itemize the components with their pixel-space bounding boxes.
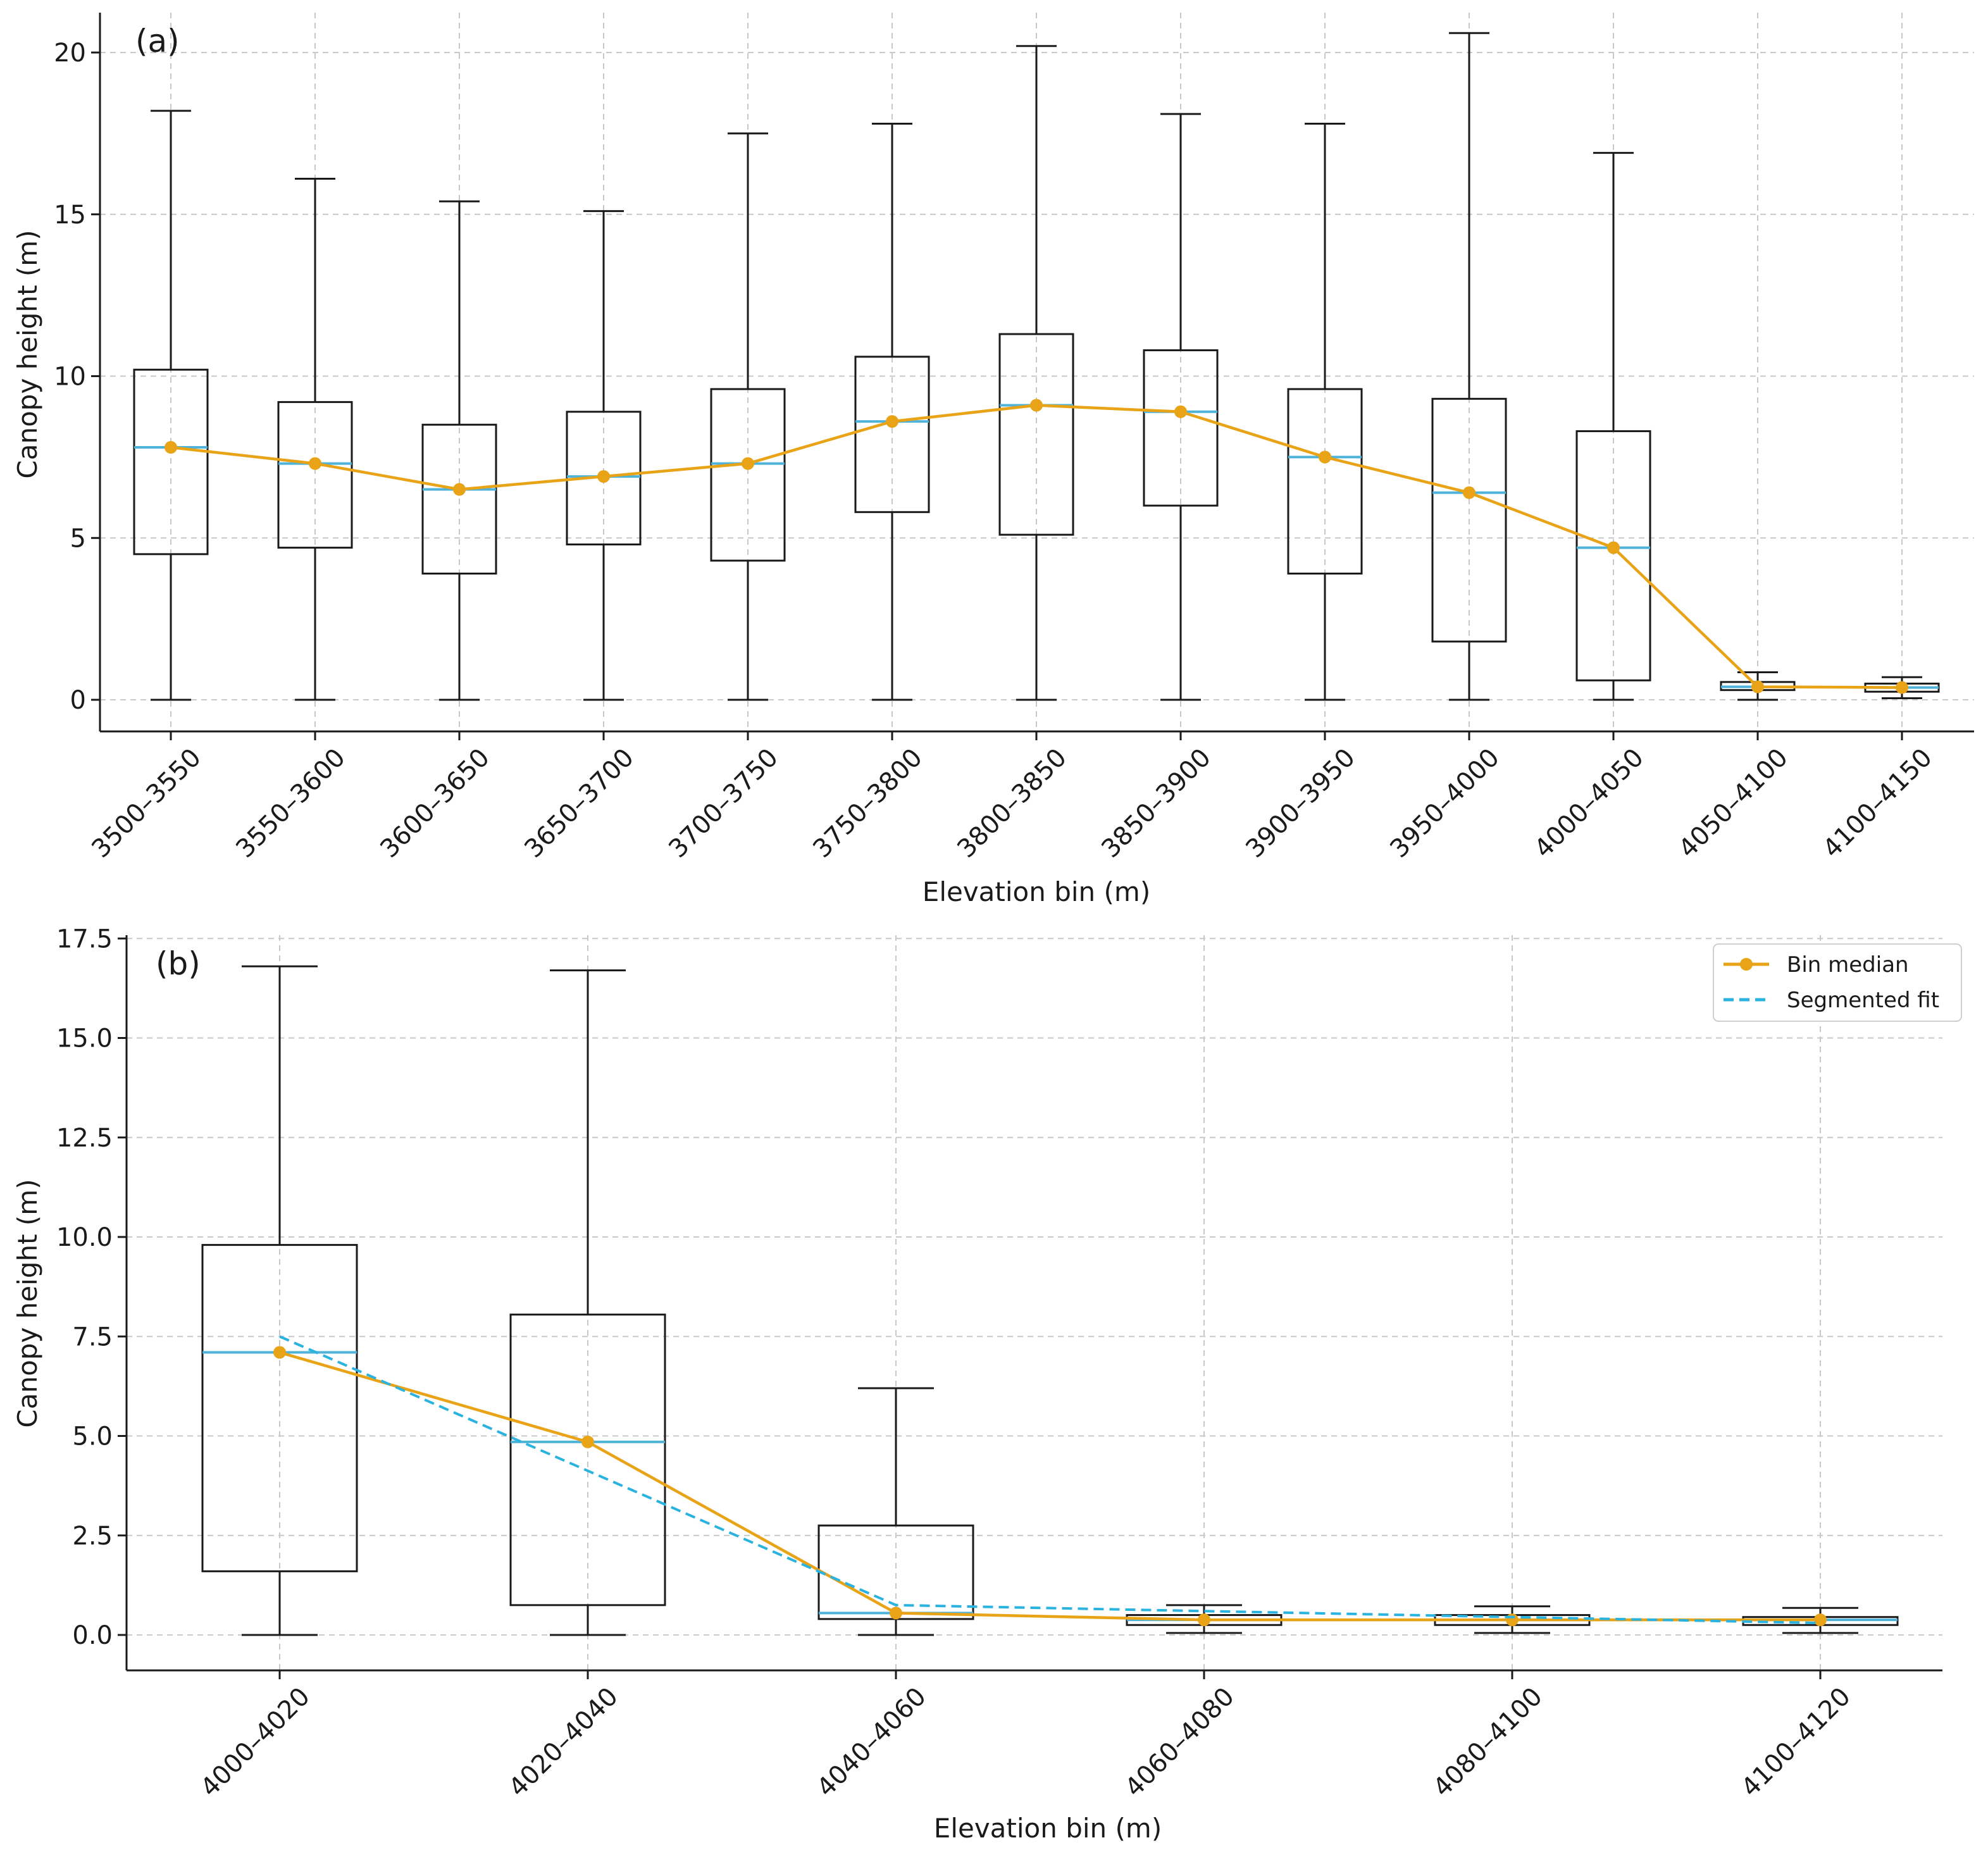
panel-b-label: (b) [156, 945, 201, 982]
panel-b-x-ticks: 4000–4020 4020–4040 4040–4060 4060–4080 4080… [195, 1670, 1856, 1803]
iqr-box [1431, 397, 1507, 643]
panel-b-y-ticks: 0.0 2.5 5.0 7.5 10.0 12.5 15.0 17.5 [56, 924, 127, 1650]
bin-median-point [1463, 486, 1475, 499]
bin-median-point [1198, 1613, 1210, 1627]
box-1 [201, 965, 358, 1636]
bin-median-point [890, 1606, 902, 1620]
x-tick-label: 3550–3600 [230, 743, 351, 864]
bin-median-point [597, 470, 610, 483]
bin-median-point [1174, 405, 1187, 418]
box-6 [854, 123, 930, 701]
box-2 [277, 177, 353, 701]
x-tick-label: 3500–3550 [86, 743, 207, 864]
y-tick-label: 10.0 [56, 1223, 113, 1252]
y-tick-label: 0.0 [72, 1621, 113, 1650]
x-tick-label: 4050–4100 [1673, 743, 1794, 864]
x-tick-label: 4000–4050 [1529, 743, 1649, 864]
iqr-box [421, 423, 497, 575]
box-7 [998, 45, 1074, 701]
iqr-box [201, 1244, 358, 1572]
iqr-box [1143, 349, 1219, 507]
x-tick-label: 4100–4120 [1736, 1682, 1856, 1803]
bin-median-point [1319, 450, 1331, 464]
x-tick-label: 3750–3800 [807, 743, 928, 864]
x-tick-label: 3700–3750 [663, 743, 784, 864]
panel-b-x-axis-label: Elevation bin (m) [934, 1813, 1162, 1844]
panel-a-boxplot: 0 5 10 15 20 3500–3550 3550–3600 3600–3650 3650… [12, 13, 1974, 907]
panel-b-legend: Bin median Segmented fit [1713, 943, 1962, 1022]
panel-a-x-axis-label: Elevation bin (m) [923, 876, 1150, 907]
box-5 [710, 132, 786, 701]
x-tick-label: 4080–4100 [1427, 1682, 1548, 1803]
bin-median-point [165, 441, 177, 454]
bin-median-point [453, 483, 466, 496]
bin-median-point [1751, 680, 1764, 693]
bin-median-line [279, 1351, 1820, 1622]
y-tick-label: 5.0 [72, 1422, 113, 1451]
x-tick-label: 3650–3700 [519, 743, 640, 864]
legend-median-marker [1740, 958, 1753, 971]
x-tick-label: 4100–4150 [1817, 743, 1938, 864]
iqr-box [998, 333, 1074, 536]
bin-median-point [1814, 1613, 1827, 1627]
x-tick-label: 4020–4040 [503, 1682, 624, 1803]
box-9 [1287, 123, 1363, 701]
box-11 [1575, 152, 1651, 701]
panel-b-series [273, 1335, 1827, 1627]
x-tick-label: 4060–4080 [1119, 1682, 1240, 1803]
y-tick-label: 20 [54, 39, 86, 68]
box-10 [1431, 32, 1507, 701]
segmented-fit-line [279, 1335, 1821, 1625]
panel-b-boxes [201, 965, 1899, 1636]
bin-median-point [1607, 541, 1620, 554]
bin-median-point [1506, 1613, 1519, 1627]
iqr-box [133, 368, 209, 556]
bin-median-point [581, 1435, 594, 1448]
iqr-box [1287, 388, 1363, 575]
x-tick-label: 4040–4060 [811, 1682, 932, 1803]
iqr-box [710, 388, 786, 562]
panel-a-y-ticks: 0 5 10 15 20 [54, 39, 100, 715]
y-tick-label: 10 [54, 363, 86, 392]
panel-a-median-series [165, 399, 1908, 694]
iqr-box [566, 411, 642, 545]
y-tick-label: 7.5 [72, 1322, 113, 1351]
panel-b-boxplot: 0.02.55.07.510.012.515.017.5 4000–4020 40… [12, 924, 1962, 1844]
legend-median-label: Bin median [1787, 952, 1909, 978]
bin-median-point [1896, 681, 1908, 694]
iqr-box [509, 1314, 666, 1606]
bin-median-point [273, 1346, 286, 1359]
x-tick-label: 3900–3950 [1240, 743, 1361, 864]
box-4 [566, 210, 642, 701]
x-tick-label: 4000–4020 [195, 1682, 316, 1803]
bin-median-point [886, 415, 898, 428]
legend-fit-label: Segmented fit [1787, 988, 1939, 1013]
iqr-box [1575, 430, 1651, 681]
panel-a-x-ticks: 3500–3550 3550–3600 3600–3650 3650–3700 3700… [86, 731, 1938, 864]
legend-frame [1713, 943, 1962, 1022]
y-tick-label: 5 [70, 524, 86, 553]
panel-a-y-axis-label: Canopy height (m) [12, 230, 43, 478]
y-tick-label: 2.5 [72, 1522, 113, 1551]
iqr-box [854, 356, 930, 513]
bin-median-point [1030, 399, 1043, 412]
y-tick-label: 17.5 [56, 924, 113, 954]
bin-median-point [309, 457, 321, 470]
x-tick-label: 3600–3650 [375, 743, 495, 864]
iqr-box [277, 401, 353, 549]
panel-b-grid [127, 935, 1942, 1670]
x-tick-label: 3850–3900 [1096, 743, 1217, 864]
bin-median-point [742, 457, 754, 470]
panel-a-label: (a) [135, 23, 180, 59]
box-1 [133, 109, 209, 701]
x-tick-label: 3950–4000 [1384, 743, 1505, 864]
y-tick-label: 15 [54, 201, 86, 230]
panel-b-y-axis-label: Canopy height (m) [12, 1179, 43, 1427]
x-tick-label: 3800–3850 [952, 743, 1072, 864]
y-tick-label: 15.0 [56, 1024, 113, 1053]
y-tick-label: 12.5 [56, 1124, 113, 1153]
y-tick-label: 0 [70, 686, 86, 715]
